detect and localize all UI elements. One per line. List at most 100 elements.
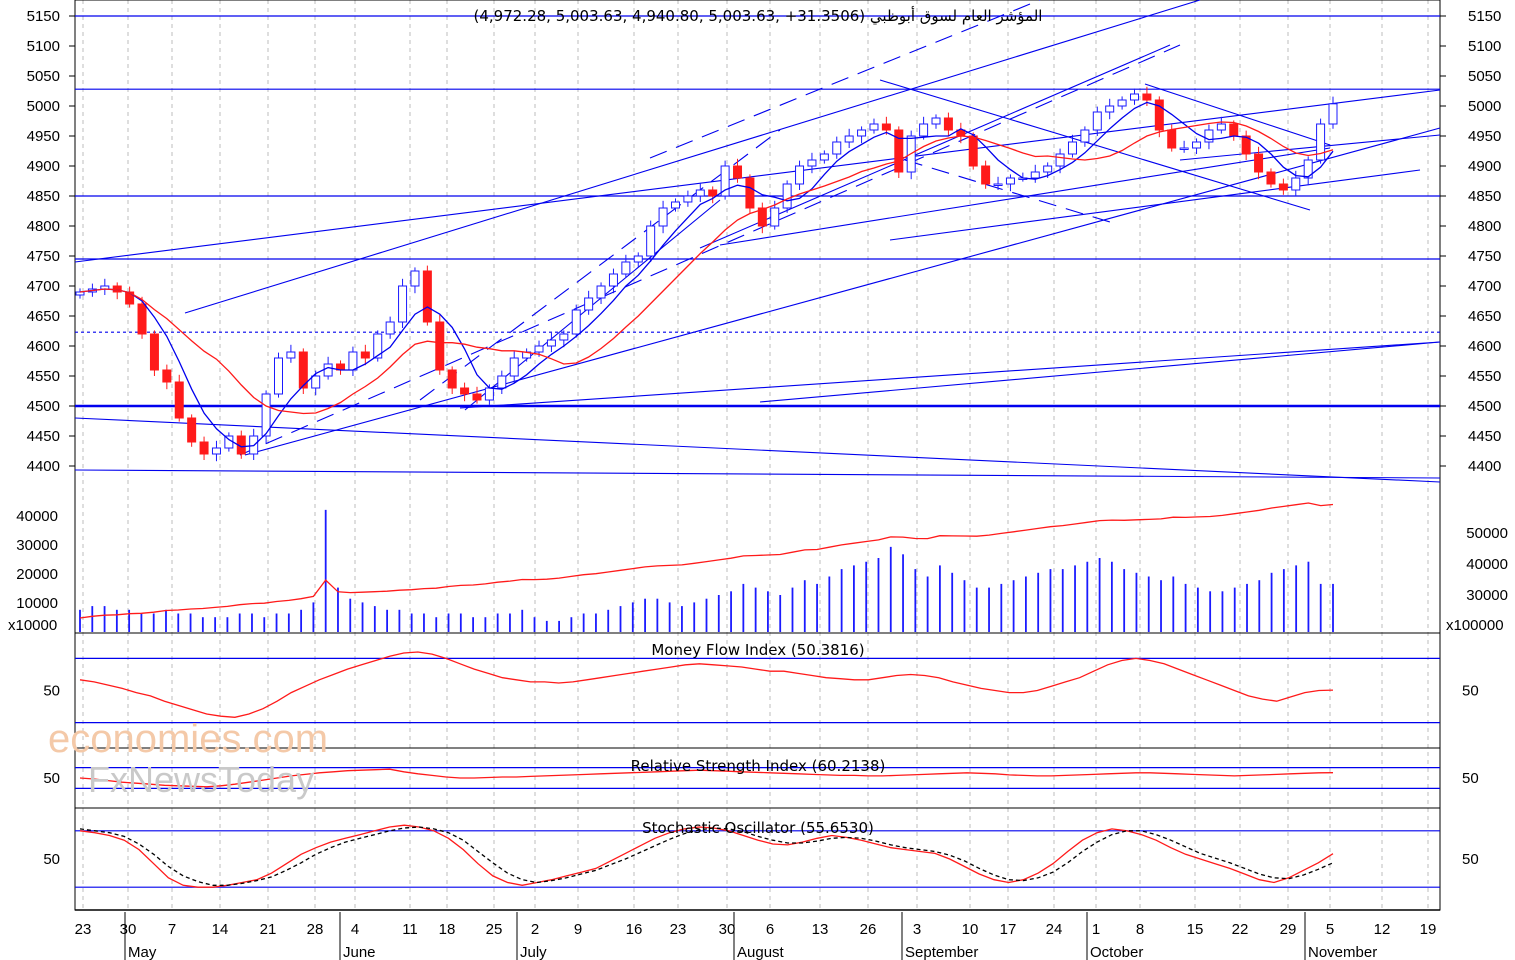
candle-body [149, 333, 159, 371]
candle [1278, 178, 1288, 195]
watermark-fxnewstoday: FxNewsToday [88, 759, 314, 800]
candle [670, 198, 680, 212]
price-tick-right-0: 5150 [1468, 8, 1501, 25]
price-tick-left-5: 4900 [27, 158, 60, 175]
candle-body [546, 339, 556, 347]
candle [795, 160, 805, 190]
candle [757, 202, 767, 234]
price-tick-right-7: 4800 [1468, 218, 1501, 235]
x-tick-28: 12 [1374, 921, 1391, 938]
candle-body [460, 387, 470, 395]
candle-body [1328, 103, 1338, 125]
price-tick-left-4: 4950 [27, 128, 60, 145]
volume-tick-left-2: 20000 [16, 566, 58, 583]
trend-line-0 [74, 469, 1441, 479]
price-tick-right-6: 4850 [1468, 188, 1501, 205]
candle [460, 382, 470, 402]
candle [869, 118, 879, 134]
volume-tick-right-2: 30000 [1466, 587, 1508, 604]
mfi-label: Money Flow Index (50.3816) [651, 641, 864, 659]
candle [422, 265, 432, 326]
candle [137, 296, 147, 339]
price-tick-left-1: 5100 [27, 38, 60, 55]
candle [187, 414, 197, 447]
candle-body [1204, 129, 1214, 143]
month-label-2: July [520, 944, 547, 960]
candle [398, 278, 408, 328]
candle-body [1278, 183, 1288, 191]
candle [745, 174, 755, 214]
candle-body [869, 123, 879, 131]
candle [249, 428, 259, 460]
candle [584, 290, 594, 315]
candle-body [608, 273, 618, 287]
price-tick-right-13: 4500 [1468, 398, 1501, 415]
x-tick-0: 23 [75, 921, 92, 938]
candle-body [298, 351, 308, 389]
candle [273, 352, 283, 398]
x-tick-11: 9 [574, 921, 582, 938]
price-tick-right-10: 4650 [1468, 308, 1501, 325]
x-tick-19: 10 [962, 921, 979, 938]
candle [149, 330, 159, 376]
candle [571, 304, 581, 338]
candle-body [596, 285, 606, 299]
watermark-economies: economies.com [48, 717, 328, 761]
candle-body [435, 321, 445, 371]
indicator-panels [75, 651, 1440, 888]
candle [981, 160, 991, 189]
month-label-3: August [737, 944, 785, 960]
candle [1092, 106, 1102, 136]
candle [1130, 88, 1140, 105]
x-tick-27: 5 [1326, 921, 1334, 938]
candle-body [373, 333, 383, 359]
price-tick-left-9: 4700 [27, 278, 60, 295]
x-tick-18: 3 [913, 921, 921, 938]
candle [633, 252, 643, 267]
candle-body [1105, 105, 1115, 113]
candle-body [1142, 93, 1152, 101]
candle-body [1254, 153, 1264, 173]
candle [708, 186, 718, 204]
candle [1005, 174, 1015, 192]
dashed-trend-1 [239, 44, 1181, 456]
candle [968, 132, 978, 170]
price-tick-left-2: 5050 [27, 68, 60, 85]
price-tick-left-7: 4800 [27, 218, 60, 235]
candle [435, 314, 445, 375]
candle-body [670, 201, 680, 209]
candle [596, 282, 606, 304]
x-tick-22: 1 [1092, 921, 1100, 938]
month-label-4: September [905, 944, 978, 960]
volume-tick-right-0: 50000 [1466, 525, 1508, 542]
trend-lines [74, 0, 1441, 483]
candle [497, 370, 507, 394]
dashed-trend-0 [649, 0, 1041, 159]
candle-body [137, 303, 147, 335]
candle-body [1291, 177, 1301, 191]
candle-body [323, 363, 333, 377]
volume-tick-left-1: 30000 [16, 537, 58, 554]
candle [857, 126, 867, 144]
candle-body [174, 381, 184, 419]
candle [1117, 96, 1127, 110]
candle [410, 267, 420, 294]
candle-body [273, 357, 283, 395]
candle-body [348, 351, 358, 371]
trend-line-1 [74, 417, 1441, 483]
candlestick-series [75, 86, 1338, 462]
candle [1018, 172, 1028, 182]
candle [1154, 96, 1164, 138]
candle-body [422, 270, 432, 323]
candle [472, 386, 482, 404]
candle [447, 366, 457, 394]
candle-body [261, 393, 271, 437]
candle [311, 370, 321, 396]
candle [993, 176, 1003, 190]
candle-body [1005, 177, 1015, 185]
candle [807, 152, 817, 174]
mfi-tick-right: 50 [1462, 683, 1479, 700]
candle-body [385, 321, 395, 335]
